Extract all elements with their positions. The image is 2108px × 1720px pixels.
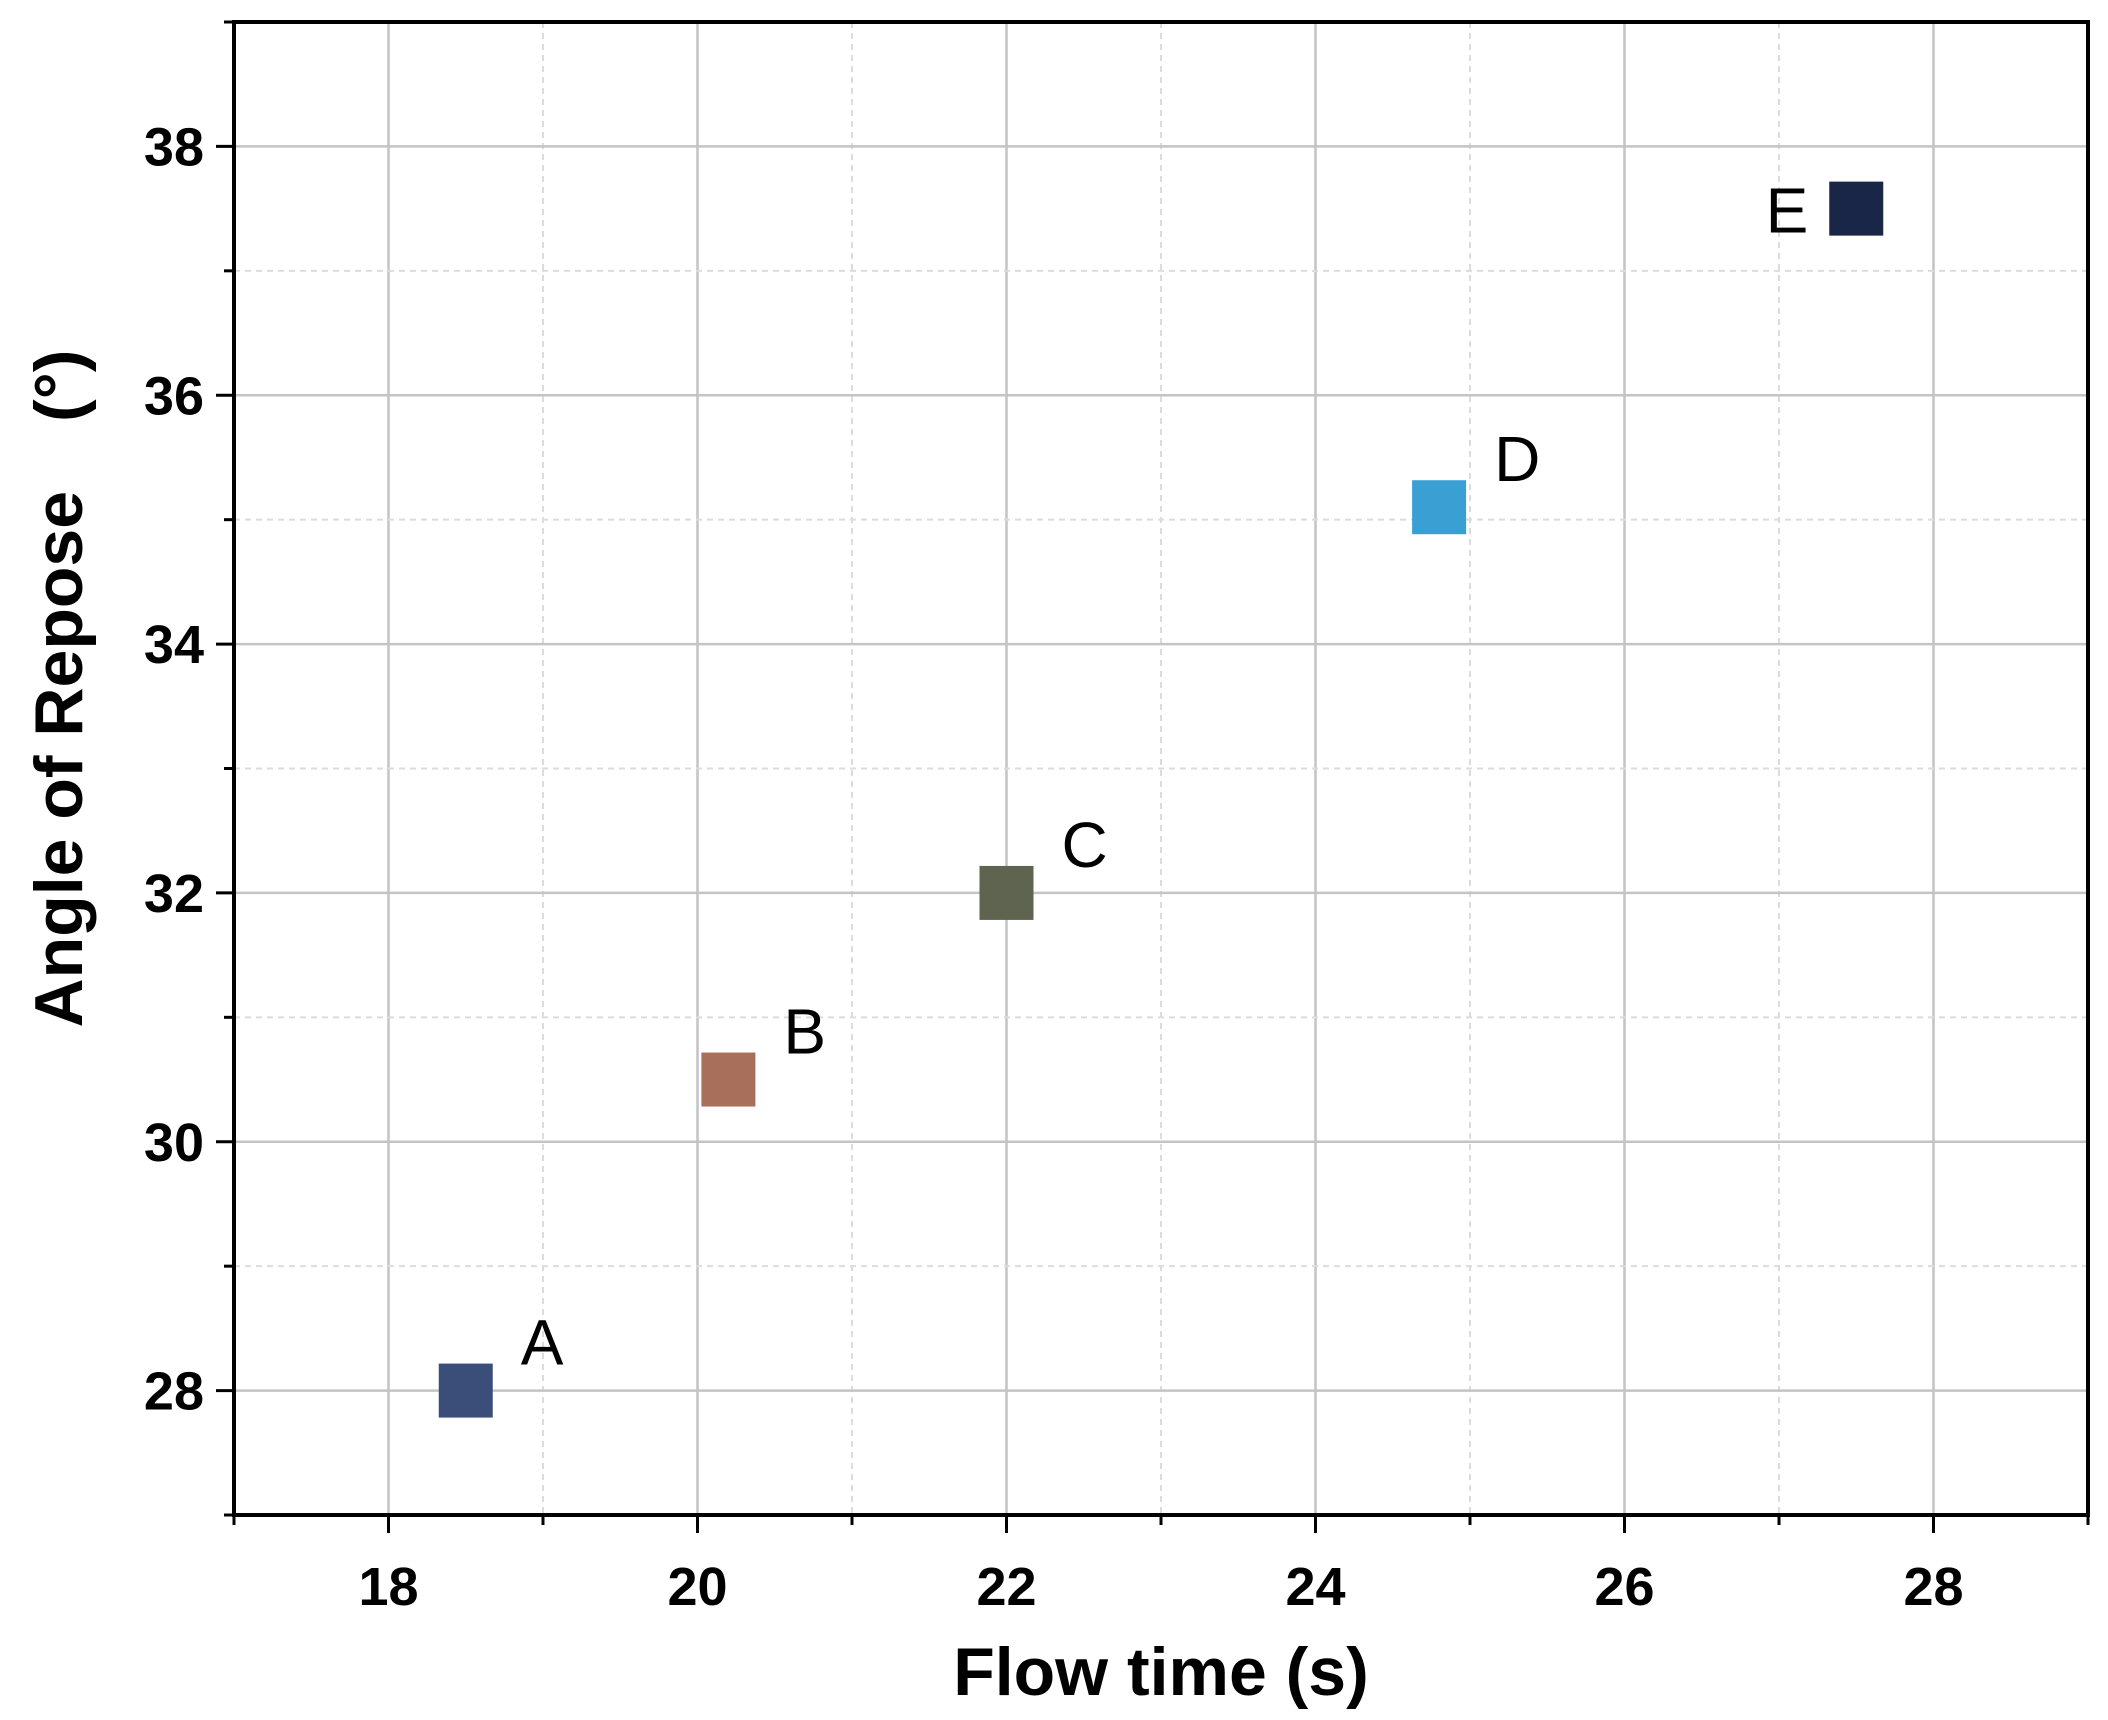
data-point-b — [701, 1052, 756, 1107]
data-points: A B C D E — [438, 175, 1884, 1418]
x-tick-label: 28 — [1903, 1557, 1963, 1617]
x-tick-label: 26 — [1594, 1557, 1654, 1617]
x-tick-label: 18 — [358, 1557, 418, 1617]
x-tick-label: 20 — [667, 1557, 727, 1617]
data-point-e — [1829, 181, 1884, 236]
y-axis-title-unit: (°) — [21, 350, 97, 422]
y-tick-label: 38 — [144, 117, 204, 177]
grid — [234, 22, 2088, 1515]
point-label-e: E — [1766, 175, 1809, 247]
x-tick-label: 24 — [1285, 1557, 1345, 1617]
x-axis-title: Flow time (s) — [953, 1634, 1369, 1710]
point-label-c: C — [1062, 809, 1108, 881]
axis-ticks: 18 20 22 24 26 28 28 30 32 34 36 38 — [144, 20, 2090, 1617]
data-point-a — [438, 1363, 493, 1418]
y-tick-label: 30 — [144, 1113, 204, 1173]
x-tick-label: 22 — [976, 1557, 1036, 1617]
point-label-a: A — [521, 1307, 564, 1379]
y-tick-label: 32 — [144, 864, 204, 924]
y-axis-title: Angle of Repose (°) — [21, 350, 97, 1028]
point-label-d: D — [1494, 423, 1540, 495]
y-tick-label: 34 — [144, 615, 204, 675]
y-tick-label: 36 — [144, 366, 204, 426]
data-point-c — [979, 865, 1034, 920]
data-point-d — [1412, 480, 1467, 535]
y-axis-title-main: Angle of Repose — [21, 491, 97, 1028]
point-label-b: B — [783, 996, 826, 1068]
y-tick-label: 28 — [144, 1362, 204, 1422]
